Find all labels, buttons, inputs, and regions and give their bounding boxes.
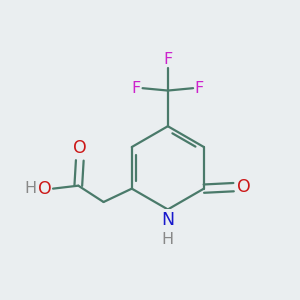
Text: F: F (195, 81, 204, 96)
Text: F: F (163, 52, 172, 67)
Text: F: F (132, 81, 141, 96)
Text: O: O (237, 178, 251, 196)
Text: O: O (38, 180, 52, 198)
Text: O: O (73, 140, 87, 158)
Text: N: N (161, 211, 174, 229)
Text: H: H (25, 181, 37, 196)
Text: H: H (162, 232, 174, 247)
